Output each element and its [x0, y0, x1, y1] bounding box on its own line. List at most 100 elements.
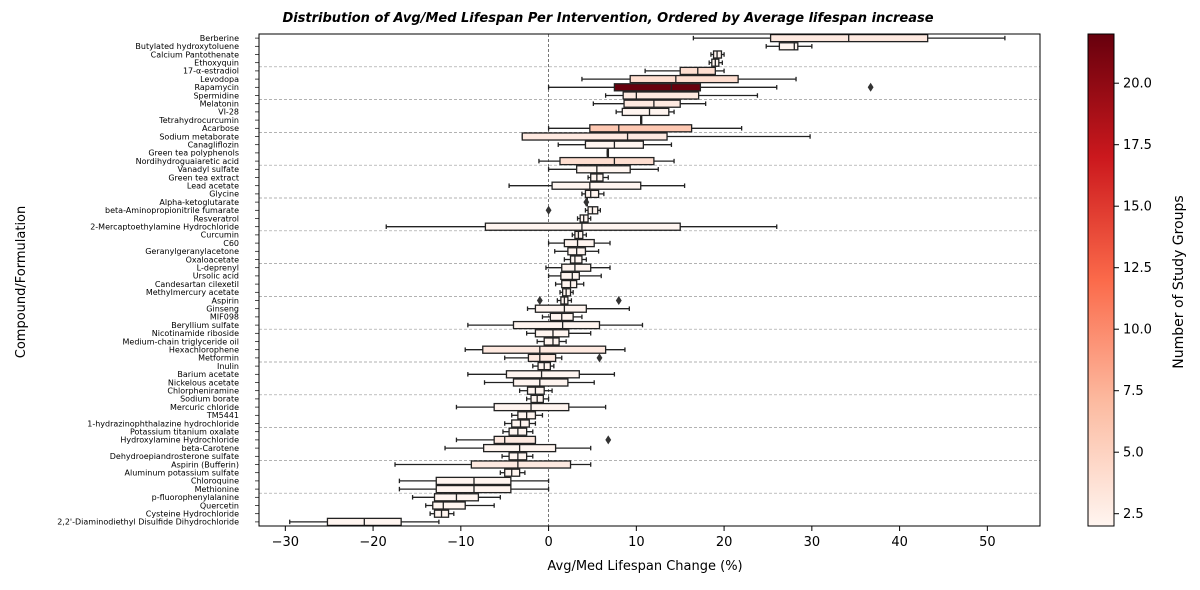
x-tick-label: −30 [272, 535, 299, 550]
colorbar: 2.5 5.0 7.5 10.0 12.5 15.0 17.5 20.0 [1087, 33, 1152, 527]
category-label: Inulin [217, 362, 239, 371]
box-plot [581, 74, 797, 84]
category-label: Canagliflozin [188, 141, 239, 150]
category-label: Barium acetate [177, 370, 239, 379]
colorbar-tick-label: 20.0 [1123, 77, 1152, 92]
outlier-point [545, 205, 552, 215]
box-plot [557, 140, 673, 149]
box [561, 263, 592, 272]
category-label: Metformin [198, 354, 239, 363]
box-plot [394, 460, 592, 469]
box-plot [644, 66, 725, 76]
category-label: Ginseng [206, 305, 239, 314]
box-plot [464, 345, 626, 354]
category-label: Butylated hydroxytoluene [135, 42, 239, 51]
box-plot [547, 82, 874, 92]
box-plot [499, 468, 526, 477]
x-tick-label: −20 [359, 535, 386, 550]
category-label: Hydroxylamine Hydrochloride [120, 436, 239, 445]
box [589, 124, 693, 133]
colorbar-tick-label: 7.5 [1123, 384, 1144, 399]
box-plot [455, 435, 612, 445]
box-plot [525, 329, 592, 338]
x-tick-label: 0 [544, 535, 552, 550]
category-label: Chloroquine [191, 477, 239, 486]
box [521, 132, 668, 141]
box [584, 189, 600, 199]
box [778, 42, 799, 51]
box-plot [541, 312, 583, 322]
category-label: Levodopa [200, 75, 239, 84]
box-plot [547, 271, 602, 281]
category-label: Nickelous acetate [168, 378, 239, 387]
box-plot [545, 263, 611, 272]
category-label: 2,2'-Diaminodiethyl Disulfide Dihydrochl… [57, 518, 239, 527]
category-label: Methionine [195, 485, 240, 494]
box-plot [583, 197, 590, 207]
box-plot [385, 222, 778, 231]
box-plot [545, 205, 602, 215]
box-plot [467, 370, 616, 379]
box-plot [538, 156, 675, 166]
box-plot [571, 230, 587, 240]
box-plot [467, 320, 644, 330]
outlier-point [605, 435, 612, 445]
box-plot [398, 484, 550, 494]
box-plot [554, 247, 600, 256]
category-label: Resveratrol [193, 214, 239, 223]
box-plot [483, 378, 595, 387]
category-label: Rapamycin [195, 83, 239, 92]
category-label: C60 [223, 239, 239, 248]
category-label: Curcumin [201, 231, 239, 240]
category-label: Green tea extract [168, 173, 239, 182]
category-label: Chlorpheniramine [167, 387, 239, 396]
box-plot [710, 50, 725, 59]
category-label: Ursolic acid [193, 272, 239, 281]
category-label: VI-28 [218, 108, 239, 117]
colorbar-tick-label: 17.5 [1123, 138, 1152, 153]
colorbar-title: Number of Study Groups [1171, 195, 1187, 368]
x-tick-label: 30 [804, 535, 821, 550]
box [560, 271, 580, 281]
box [551, 181, 642, 190]
box-plot [521, 132, 811, 141]
box-plot [547, 124, 743, 133]
box [527, 353, 557, 363]
category-label: Glycine [209, 190, 239, 199]
box-plot [554, 279, 585, 289]
box-plot [455, 402, 607, 412]
box [484, 222, 681, 231]
box-plot [502, 427, 534, 436]
box-plot [615, 107, 675, 117]
category-label: Melatonin [200, 100, 239, 109]
outlier-point [596, 353, 603, 363]
box-plot [398, 476, 550, 486]
box [493, 435, 537, 445]
box-plot [587, 173, 609, 182]
box-plot [429, 509, 455, 518]
box-plot [511, 411, 544, 420]
box [621, 107, 670, 117]
category-label: MIF098 [210, 313, 239, 322]
x-tick-label: 10 [628, 535, 645, 550]
box [623, 99, 681, 108]
category-label: Spermidine [193, 91, 239, 100]
category-label: Sodium metaborate [159, 132, 239, 141]
category-label: Lead acetate [187, 182, 239, 191]
category-label: Tetrahydrocurcumin [158, 116, 239, 125]
box-plot [559, 288, 574, 297]
box-plot [504, 419, 537, 428]
box-plot [604, 91, 759, 100]
box [534, 329, 570, 338]
box-plot [592, 99, 707, 108]
category-label: Green tea polyphenols [148, 149, 239, 158]
box-plot [411, 493, 501, 502]
category-label: Alpha-ketoglutarate [159, 198, 239, 207]
category-label: beta-Carotene [182, 444, 240, 453]
category-label: Hexachlorophene [169, 346, 239, 355]
box [470, 460, 572, 469]
category-label: L-deprenyl [197, 264, 239, 273]
box [543, 337, 560, 346]
y-axis-title: Compound/Formulation [14, 206, 29, 358]
